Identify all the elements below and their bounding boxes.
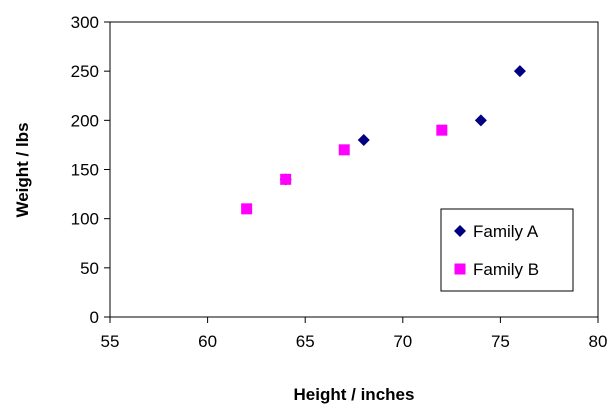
- x-tick-label: 60: [198, 332, 217, 351]
- y-tick-label: 50: [80, 259, 99, 278]
- x-tick-label: 70: [393, 332, 412, 351]
- family-b-point: [280, 173, 292, 185]
- family-a-point: [513, 65, 526, 78]
- y-tick-label: 250: [71, 62, 99, 81]
- family-b-point: [241, 203, 253, 215]
- x-axis: 55 60 65 70 75 80: [101, 317, 608, 351]
- legend-box: [440, 208, 574, 292]
- legend-label: Family A: [473, 222, 539, 241]
- x-tick-label: 65: [296, 332, 315, 351]
- data-points: [241, 65, 526, 215]
- x-axis-title: Height / inches: [294, 385, 415, 404]
- family-b-point: [338, 144, 350, 156]
- legend: Family A Family B: [440, 208, 574, 292]
- y-tick-label: 200: [71, 111, 99, 130]
- y-axis-title: Weight / lbs: [13, 122, 32, 217]
- family-a-point: [357, 134, 370, 146]
- family-a-point: [474, 114, 487, 127]
- legend-marker-family-b: [454, 263, 466, 275]
- x-tick-label: 75: [491, 332, 510, 351]
- family-b-point: [436, 124, 448, 136]
- y-tick-label: 150: [71, 161, 99, 180]
- y-tick-label: 300: [71, 13, 99, 32]
- y-axis: 0 50 100 150 200 250 300: [71, 13, 110, 327]
- legend-marker-family-a: [454, 225, 466, 237]
- legend-label: Family B: [473, 260, 539, 279]
- x-tick-label: 80: [589, 332, 608, 351]
- y-tick-label: 100: [71, 210, 99, 229]
- x-tick-label: 55: [101, 332, 120, 351]
- y-tick-label: 0: [90, 308, 99, 327]
